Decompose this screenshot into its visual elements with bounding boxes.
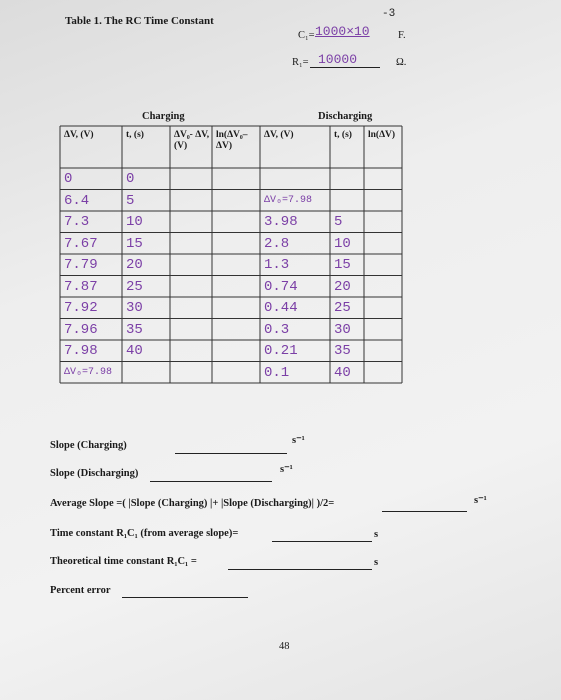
- table-cell: 35: [126, 321, 143, 338]
- question-label: Time constant R₁C₁ (from average slope)=: [50, 528, 239, 539]
- r1-unit: Ω.: [396, 57, 407, 68]
- column-header: ΔV, (V): [264, 130, 294, 140]
- unit: s⁻¹: [474, 495, 487, 506]
- unit: s: [374, 529, 379, 540]
- r1-blank: [310, 67, 380, 68]
- column-header: t, (s): [126, 130, 144, 140]
- group-header: Charging: [142, 111, 185, 122]
- table-cell: 20: [334, 278, 351, 295]
- table-cell: 25: [126, 278, 143, 295]
- table-cell: 0.3: [264, 321, 290, 338]
- table-cell: 40: [334, 364, 351, 381]
- answer-blank: [122, 597, 248, 598]
- table-cell: 5: [126, 192, 135, 209]
- table-cell: 0.44: [264, 300, 298, 316]
- table-cell: 1.3: [264, 257, 290, 273]
- table-cell: 7.3: [64, 214, 90, 230]
- table-cell: 0: [64, 171, 73, 187]
- table-cell: 0: [126, 171, 135, 187]
- table-cell: 7.79: [64, 257, 98, 273]
- c1-unit: F.: [398, 30, 406, 41]
- question-label: Average Slope =( |Slope (Charging) |+ |S…: [50, 498, 335, 509]
- table-cell: 7.98: [64, 343, 98, 359]
- table-cell: 5: [334, 214, 343, 230]
- table-cell: 7.87: [64, 278, 98, 295]
- unit: s⁻¹: [292, 435, 305, 446]
- c1-exponent: -3: [382, 8, 396, 20]
- answer-blank: [228, 569, 372, 570]
- table-cell: 0.21: [264, 343, 298, 359]
- table-title: Table 1. The RC Time Constant: [65, 15, 214, 27]
- column-header: t, (s): [334, 130, 352, 140]
- table-cell: 0.74: [264, 278, 298, 295]
- page-number: 48: [279, 641, 290, 652]
- c1-value: 1000×10: [315, 24, 370, 39]
- column-header: ln(ΔV): [368, 130, 396, 140]
- table-cell: 2.8: [264, 235, 290, 252]
- table-cell: 30: [334, 321, 351, 338]
- table-cell: 7.92: [64, 300, 98, 316]
- table-cell: 10: [126, 214, 143, 230]
- question-label: Percent error: [50, 585, 111, 596]
- table-cell: 25: [334, 300, 351, 316]
- c1-label: C₁=: [298, 30, 315, 41]
- answer-blank: [175, 453, 287, 454]
- answer-blank: [150, 481, 272, 482]
- table-cell: 7.96: [64, 321, 98, 338]
- column-header: ln(ΔV₀– ΔV): [216, 130, 248, 151]
- table-cell: ΔV₀=7.98: [64, 366, 113, 378]
- r1-label: R₁=: [292, 57, 309, 68]
- table-cell: 35: [334, 343, 351, 359]
- answer-blank: [272, 541, 372, 542]
- question-label: Slope (Discharging): [50, 468, 139, 479]
- table-cell: 7.67: [64, 235, 98, 252]
- question-label: Slope (Charging): [50, 440, 127, 451]
- table-cell: 15: [334, 257, 351, 273]
- r1-value: 10000: [318, 52, 358, 67]
- unit: s⁻¹: [280, 464, 293, 475]
- column-header: ΔV, (V): [64, 130, 94, 140]
- group-header: Discharging: [318, 111, 373, 122]
- table-cell: 0.1: [264, 364, 290, 381]
- table-cell: 10: [334, 235, 351, 252]
- question-label: Theoretical time constant R₁C₁ =: [50, 556, 197, 567]
- unit: s: [374, 557, 379, 568]
- table-cell: 30: [126, 300, 143, 316]
- column-header: ΔV₀- ΔV, (V): [174, 130, 210, 151]
- table-cell: 15: [126, 235, 143, 252]
- table-cell: 40: [126, 343, 143, 359]
- table-cell: ΔV₀=7.98: [264, 194, 313, 206]
- answer-blank: [382, 511, 467, 512]
- table-cell: 6.4: [64, 192, 90, 209]
- table-cell: 20: [126, 257, 143, 273]
- table-cell: 3.98: [264, 214, 298, 230]
